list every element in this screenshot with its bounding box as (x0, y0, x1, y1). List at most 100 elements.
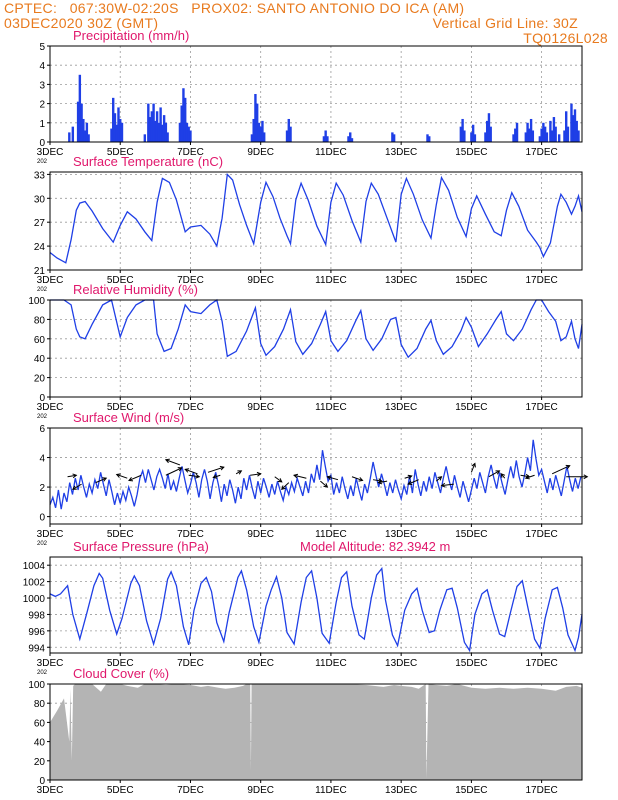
wind-arrow-head (437, 476, 443, 481)
wind-arrow-head (277, 478, 283, 483)
precip-bar (154, 120, 157, 142)
precip-bar (254, 94, 257, 142)
precip-bar (459, 126, 463, 142)
header-model: TQ0126L028 (523, 30, 608, 46)
wind-arrow-head (102, 477, 108, 482)
precip-bar (538, 136, 542, 142)
wind-arrow (525, 474, 535, 479)
x-tick-label: 11DEC (315, 275, 347, 286)
precip-bar (515, 122, 519, 142)
wind-arrow-head (164, 458, 170, 464)
y-tick-label: 0 (39, 513, 45, 524)
y-tick-label: 998 (28, 610, 45, 621)
wind-arrow (165, 459, 181, 466)
x-tick-label: 17DEC (525, 529, 557, 540)
precip-bar (182, 88, 185, 142)
x-tick-label: 15DEC (455, 147, 487, 158)
x-tick-label: 3DEC (37, 658, 64, 669)
temperature-title: Surface Temperature (nC) (73, 154, 223, 169)
y-tick-label: 27 (34, 218, 46, 229)
pressure-title: Surface Pressure (hPa) (73, 539, 209, 554)
wind-arrow (327, 476, 339, 481)
precip-bar (152, 103, 155, 142)
wind-arrow-head (195, 473, 201, 479)
precip-bar (259, 126, 262, 142)
precip-bar (573, 109, 577, 142)
precip-bar (155, 111, 159, 142)
wind-arrow-head (407, 474, 413, 480)
x-tick-label: 17DEC (525, 785, 557, 796)
precip-bar (71, 126, 75, 142)
y-tick-label: 40 (34, 354, 46, 365)
y-tick-label: 5 (39, 42, 45, 53)
precip-bar (540, 128, 543, 142)
precip-bar (287, 118, 290, 142)
wind-arrow-head (440, 482, 446, 488)
wind-panel (47, 427, 589, 527)
wind-arrow (378, 480, 388, 484)
plot-frame (49, 45, 583, 143)
precip-bar (484, 132, 487, 142)
model-altitude: Model Altitude: 82.3942 m (300, 539, 450, 554)
plot-frame (49, 427, 583, 525)
wind-arrow-head (293, 473, 299, 479)
precip-bar (324, 130, 327, 142)
precip-bar (115, 124, 118, 142)
x-tick-label: 3DEC (37, 785, 64, 796)
x-tick-label: 17DEC (525, 658, 557, 669)
y-tick-label: 4 (39, 454, 45, 465)
y-tick-label: 33 (34, 170, 46, 181)
y-tick-label: 40 (34, 738, 46, 749)
x-tick-label: 5DEC (107, 658, 134, 669)
precip-bar (473, 134, 477, 142)
precip-bar (147, 103, 150, 142)
precip-bar (82, 118, 85, 142)
y-tick-label: 1004 (23, 561, 46, 572)
x-tick-label: 7DEC (177, 147, 204, 158)
precip-bar (575, 120, 578, 142)
x-tick-label: 7DEC (177, 275, 204, 286)
precip-bar (461, 118, 464, 142)
x-tick-label: 15DEC (455, 275, 487, 286)
precip-bar (87, 134, 90, 142)
precip-bar (549, 120, 552, 142)
y-tick-label: 100 (28, 680, 45, 691)
x-tick-label: 17DEC (525, 275, 557, 286)
precip-bar (543, 126, 547, 142)
x-tick-label: 9DEC (247, 402, 274, 413)
precip-bar (178, 122, 182, 142)
wind-arrow (95, 477, 107, 484)
precip-bar (514, 128, 517, 142)
cloud-area (50, 684, 582, 780)
header-grid-line: Vertical Grid Line: 30Z (432, 15, 578, 31)
precip-bar (471, 124, 475, 142)
precip-bar (577, 130, 580, 142)
wind-arrow-head (71, 485, 77, 490)
wind-arrow-head (471, 462, 476, 468)
precip-bar (554, 126, 557, 142)
precip-bar (489, 126, 492, 142)
precip-bar (110, 128, 113, 142)
x-year-cut: 202 (37, 670, 48, 676)
pressure-panel (47, 556, 583, 656)
precip-bar (68, 132, 71, 142)
wind-arrow-head (583, 474, 589, 480)
x-tick-label: 5DEC (107, 529, 134, 540)
wind-arrow (404, 475, 412, 479)
precip-bar (349, 132, 352, 142)
y-tick-label: 2 (39, 483, 45, 494)
precip-bar (180, 105, 183, 142)
precip-bar (159, 107, 162, 142)
y-tick-label: 0 (39, 393, 45, 404)
x-year-cut: 202 (37, 287, 48, 293)
y-tick-label: 4 (39, 61, 45, 72)
wind-arrow-head (358, 477, 364, 482)
wind-arrow-head (323, 483, 329, 488)
precip-bar (119, 118, 122, 142)
precip-bar (263, 132, 266, 142)
precip-bar (524, 132, 528, 142)
x-tick-label: 11DEC (315, 147, 347, 158)
precip-bar (526, 122, 529, 142)
y-tick-label: 20 (34, 757, 46, 768)
